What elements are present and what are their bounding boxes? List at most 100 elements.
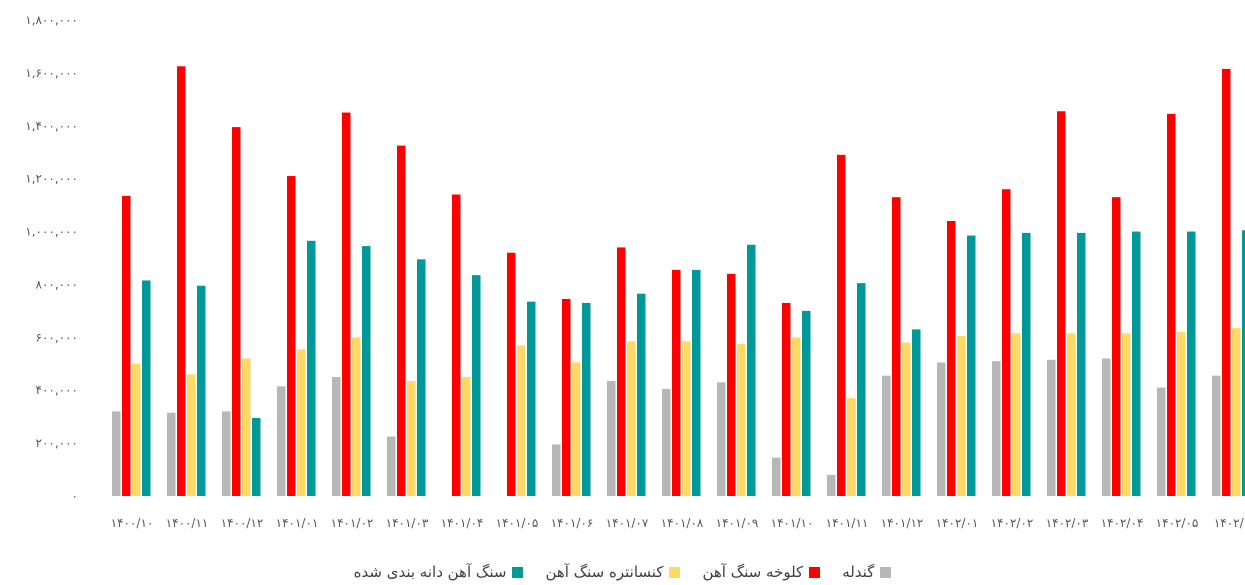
bar-chart: ۰ ۲۰۰,۰۰۰ ۴۰۰,۰۰۰ ۶۰۰,۰۰۰ ۸۰۰,۰۰۰ ۱,۰۰۰,۰۰۰ ۱,… — [25, 13, 1245, 530]
x-tick-label: ۱۴۰۱/۰۵ — [496, 516, 539, 530]
bar — [837, 154, 846, 496]
y-tick-label: ۱,۲۰۰,۰۰۰ — [25, 172, 78, 186]
bar — [142, 280, 151, 496]
bar — [937, 362, 946, 496]
legend-label: کنسانتره سنگ آهن — [545, 563, 664, 581]
bar — [1077, 232, 1086, 496]
legend-swatch — [669, 566, 681, 578]
legend-swatch — [512, 566, 524, 578]
bar — [1012, 333, 1021, 496]
bar — [847, 398, 856, 496]
x-tick-label: ۱۴۰۲/۰۱ — [936, 516, 979, 530]
bar — [417, 259, 426, 496]
bar — [967, 235, 976, 496]
legend-swatch — [809, 566, 821, 578]
x-tick-label: ۱۴۰۱/۱۰ — [771, 516, 814, 530]
bar — [472, 275, 481, 496]
bar — [772, 457, 781, 496]
legend-label: سنگ آهن دانه بندی شده — [353, 563, 507, 581]
bar — [882, 375, 891, 496]
bar — [332, 377, 341, 496]
bar — [1112, 197, 1121, 496]
bar — [662, 388, 671, 496]
bar — [637, 293, 646, 496]
x-tick-label: ۱۴۰۱/۰۷ — [606, 516, 649, 530]
bar — [607, 380, 616, 496]
x-tick-label: ۱۴۰۲/۰۴ — [1101, 516, 1144, 530]
bar — [527, 301, 536, 496]
bar — [112, 411, 121, 496]
bar — [582, 302, 591, 496]
x-tick-label: ۱۴۰۱/۱۱ — [826, 516, 869, 530]
y-tick-label: ۱,۴۰۰,۰۰۰ — [25, 119, 78, 133]
bar — [197, 285, 206, 496]
legend-item: سنگ آهن دانه بندی شده — [354, 563, 524, 581]
x-tick-label: ۱۴۰۲/۰ — [1214, 516, 1245, 530]
y-tick-label: ۶۰۰,۰۰۰ — [36, 330, 79, 344]
bar — [1067, 333, 1076, 496]
x-tick-label: ۱۴۰۰/۱۰ — [111, 516, 154, 530]
legend-item: کلوخه سنگ آهن — [702, 563, 821, 581]
bar — [232, 127, 241, 496]
bar — [1022, 232, 1031, 496]
bar — [407, 380, 416, 496]
bar — [892, 197, 901, 496]
x-tick-label: ۱۴۰۱/۰۸ — [661, 516, 704, 530]
bar — [1242, 230, 1245, 496]
x-tick-label: ۱۴۰۱/۱۲ — [881, 516, 924, 530]
bar — [1102, 358, 1111, 496]
bar — [552, 444, 561, 496]
y-tick-label: ۱,۸۰۰,۰۰۰ — [25, 13, 78, 27]
bar — [1212, 375, 1221, 496]
bar — [827, 474, 836, 496]
bar — [802, 310, 811, 496]
bar — [992, 361, 1001, 496]
bar — [277, 386, 286, 496]
bar — [692, 269, 701, 496]
bar — [627, 341, 636, 496]
x-tick-label: ۱۴۰۰/۱۲ — [221, 516, 264, 530]
x-tick-label: ۱۴۰۰/۱۱ — [166, 516, 209, 530]
bar — [387, 436, 396, 496]
bars — [112, 66, 1245, 497]
bar — [727, 273, 736, 496]
bar — [1232, 328, 1241, 496]
bar — [562, 298, 571, 496]
legend-swatch — [880, 566, 892, 578]
bar — [717, 382, 726, 496]
bar — [1222, 68, 1231, 496]
bar — [297, 349, 306, 496]
bar — [1157, 387, 1166, 496]
bar — [737, 343, 746, 496]
legend: گندله کلوخه سنگ آهن کنسانتره سنگ آهن سنگ آه… — [0, 560, 1245, 584]
x-tick-label: ۱۴۰۲/۰۵ — [1156, 516, 1199, 530]
bar — [792, 337, 801, 496]
x-tick-label: ۱۴۰۱/۰۱ — [276, 516, 319, 530]
legend-item: گندله — [842, 563, 892, 581]
bar — [122, 195, 131, 496]
bar — [397, 145, 406, 496]
x-axis: ۱۴۰۰/۱۰ ۱۴۰۰/۱۱ ۱۴۰۰/۱۲ ۱۴۰۱/۰۱ ۱۴۰۱/۰۲ ۱۴۰۱/… — [111, 516, 1245, 530]
bar — [252, 417, 261, 496]
bar — [672, 269, 681, 496]
bar — [287, 176, 296, 496]
bar — [912, 329, 921, 496]
legend-item: کنسانتره سنگ آهن — [545, 563, 681, 581]
bar — [342, 112, 351, 497]
x-tick-label: ۱۴۰۲/۰۳ — [1046, 516, 1089, 530]
x-tick-label: ۱۴۰۱/۰۲ — [331, 516, 374, 530]
x-tick-label: ۱۴۰۱/۰۹ — [716, 516, 759, 530]
bar — [957, 336, 966, 496]
bar — [242, 358, 251, 496]
bar — [902, 342, 911, 496]
bar — [1122, 333, 1131, 496]
legend-label: گندله — [842, 563, 875, 581]
y-tick-label: ۰ — [72, 489, 78, 503]
x-tick-label: ۱۴۰۱/۰۶ — [551, 516, 594, 530]
x-tick-label: ۱۴۰۲/۰۲ — [991, 516, 1034, 530]
bar — [222, 411, 231, 496]
bar — [1057, 111, 1066, 496]
bar — [167, 412, 176, 496]
y-tick-label: ۸۰۰,۰۰۰ — [36, 277, 79, 291]
bar — [572, 362, 581, 496]
